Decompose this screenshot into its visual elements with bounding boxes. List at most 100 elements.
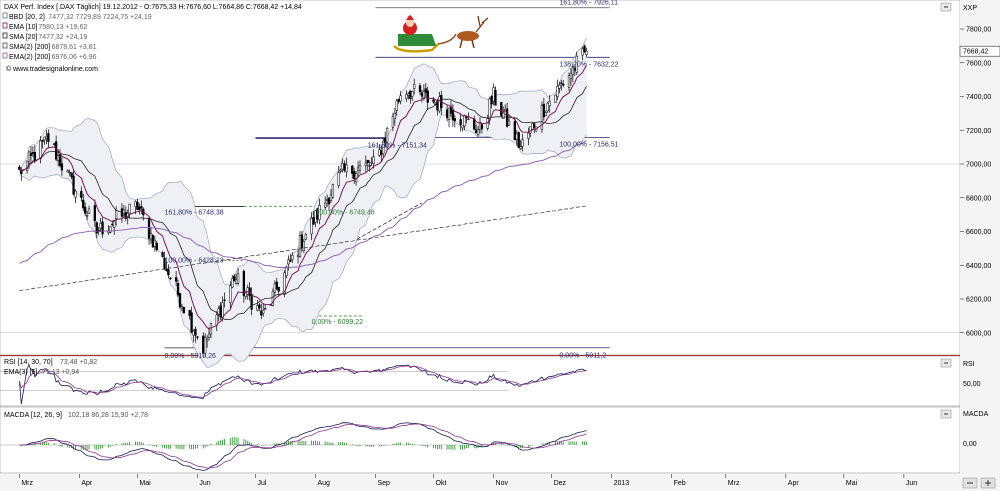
zoom-icon[interactable]: [980, 477, 996, 489]
candle-body: [451, 110, 455, 121]
candle-body: [558, 84, 561, 89]
candle-body: [540, 105, 544, 130]
candle-body: [324, 202, 327, 208]
candle-body: [72, 175, 75, 195]
candle-body: [343, 163, 346, 171]
candle-body: [128, 203, 131, 214]
candle-body: [84, 206, 87, 214]
indicator-color-icon: [2, 42, 8, 49]
candle-body: [507, 120, 511, 126]
candle-body: [209, 323, 213, 335]
candle-body: [70, 172, 73, 178]
candle-body: [533, 123, 536, 128]
candle-body: [505, 108, 509, 127]
candle-body: [567, 75, 571, 88]
candle-body: [312, 217, 315, 225]
candle-body: [345, 164, 348, 173]
candle-body: [296, 254, 300, 257]
fib-label: 100,00% - 6428,23: [165, 257, 224, 264]
candle-body: [289, 260, 292, 262]
rsi-tick: 50,00: [963, 381, 981, 388]
candle-body: [178, 292, 182, 308]
candle-body: [405, 94, 408, 99]
candle-body: [573, 68, 576, 71]
candle-body: [521, 139, 524, 147]
fibonacci-labels: 161,80% - 7926,11 138,20% - 7632,22 100,00…: [165, 0, 619, 360]
candle-body: [356, 167, 360, 171]
candle-body: [382, 140, 385, 154]
candle-body: [155, 242, 158, 250]
fib-label: 161,80% - 7151,34: [368, 142, 427, 149]
candle-body: [546, 102, 549, 112]
candle-body: [246, 287, 249, 295]
candle-body: [395, 100, 398, 111]
rsi-panel: [0, 355, 961, 407]
candle-body: [18, 166, 21, 170]
candle-body: [56, 155, 60, 161]
candle-body: [463, 114, 466, 127]
candle-body: [527, 132, 530, 139]
candle-body: [85, 215, 89, 217]
candle-body: [219, 305, 222, 318]
time-tick-label: Mai: [139, 480, 151, 487]
price-tick-label: 7200,00: [966, 128, 991, 135]
rsi-panel-close-icon[interactable]: [940, 358, 952, 368]
candle-body: [33, 152, 36, 161]
candle-body: [391, 116, 395, 128]
candle-body: [420, 92, 424, 97]
candle-body: [236, 273, 240, 284]
candle-body: [544, 112, 547, 116]
candle-body: [176, 282, 180, 296]
candle-body: [229, 285, 232, 303]
indicator-values: 7477,32 7729,89 7224,75 +24,19: [48, 14, 151, 21]
candle-body: [569, 72, 573, 80]
candle-body: [140, 206, 143, 209]
indicator-label: SMA(2) [200]: [9, 44, 50, 51]
indicator-color-icon: [2, 52, 8, 59]
bollinger-fill: [19, 37, 587, 368]
candle-body: [285, 266, 288, 276]
time-tick-label: Apr: [788, 480, 800, 487]
candle-body: [364, 162, 367, 166]
candle-body: [529, 126, 532, 134]
trend-line: [204, 202, 423, 325]
candle-body: [271, 291, 275, 306]
time-tick-label: 2013: [614, 480, 630, 487]
rsi-label: RSI [14, 30, 70]: [4, 359, 53, 366]
candle-body: [304, 234, 307, 240]
candle-body: [411, 91, 414, 97]
panel-close-icon[interactable]: [940, 2, 952, 12]
indicator-color-icon: [2, 12, 8, 19]
candle-body: [339, 169, 342, 172]
macd-values: 102,18 86,28 15,90 +2,78: [68, 412, 148, 419]
candle-body: [480, 124, 484, 130]
candle-body: [180, 306, 184, 309]
candle-body: [194, 328, 197, 336]
candle-body: [337, 172, 340, 186]
candle-body: [190, 312, 193, 333]
candle-body: [318, 205, 321, 220]
candle-body: [122, 209, 126, 214]
candle-body: [273, 283, 276, 293]
price-axis-area: [960, 0, 1000, 491]
axis-settings-icon[interactable]: [962, 477, 978, 489]
candle-body: [134, 201, 137, 207]
candle-body: [488, 98, 491, 121]
indicator-label: EMA [10]: [9, 24, 37, 31]
candle-body: [325, 199, 329, 201]
candle-body: [260, 310, 263, 316]
macd-panel-close-icon[interactable]: [940, 409, 952, 419]
time-tick-label: Mai: [846, 480, 858, 487]
candle-body: [277, 286, 280, 292]
candle-body: [93, 205, 96, 222]
candle-body: [68, 171, 71, 174]
macd-signal-line: [19, 423, 587, 469]
candle-body: [585, 50, 588, 55]
candle-body: [221, 302, 224, 318]
time-tick-label: Apr: [81, 480, 93, 487]
candle-body: [413, 84, 416, 89]
candle-body: [45, 136, 48, 139]
candle-body: [517, 132, 520, 148]
time-tick-label: Okt: [436, 480, 447, 487]
macd-tick: 0,00: [963, 441, 977, 448]
